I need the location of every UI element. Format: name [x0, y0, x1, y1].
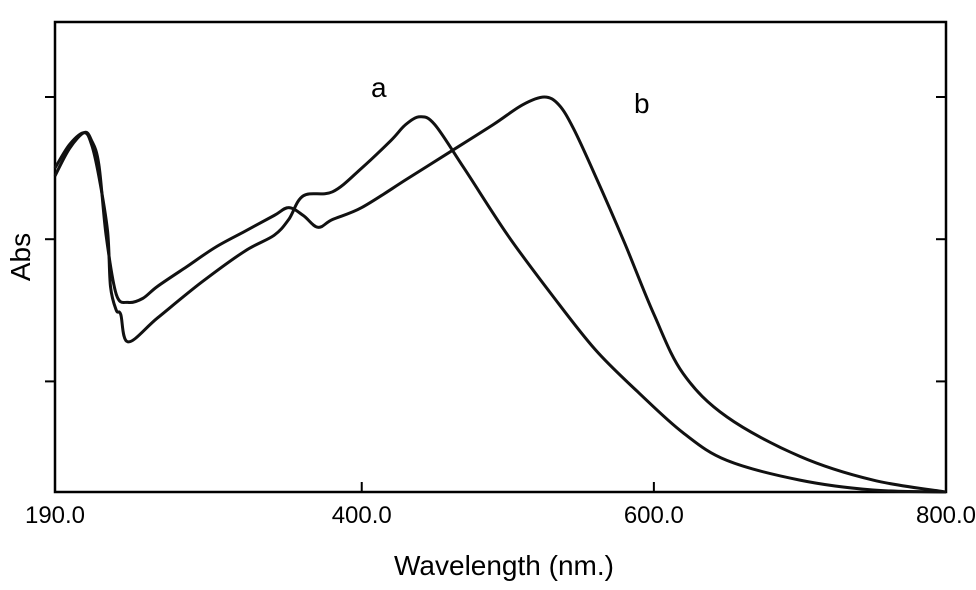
- series-label-a: a: [371, 72, 387, 103]
- x-tick-label: 400.0: [332, 502, 392, 529]
- series-label-b: b: [634, 88, 650, 119]
- series-line-a: [53, 115, 947, 494]
- series-lines: [53, 95, 947, 494]
- plot-frame: [53, 20, 948, 494]
- y-axis-label: Abs: [5, 233, 36, 281]
- x-axis-ticks: 190.0 400.0 600.0 800.0: [25, 482, 976, 529]
- x-axis-label: Wavelength (nm.): [394, 550, 614, 581]
- series-line-b: [53, 95, 947, 494]
- x-tick-label: 600.0: [624, 502, 684, 529]
- x-tick-label: 190.0: [25, 502, 85, 529]
- x-tick-label: 800.0: [916, 502, 976, 529]
- y-axis-ticks: [45, 96, 946, 383]
